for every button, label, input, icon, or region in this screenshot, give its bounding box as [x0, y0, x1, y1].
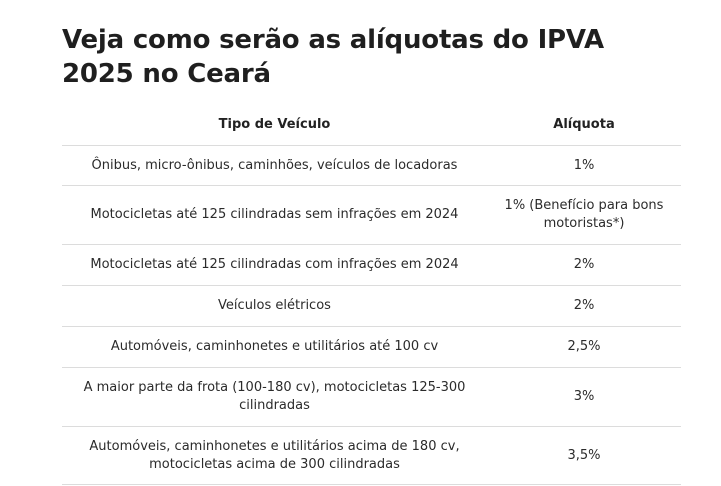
rate-cell: 3%: [487, 367, 681, 427]
vehicle-type-cell: Automóveis, caminhonetes e utilitários a…: [62, 426, 487, 485]
column-header-rate: Alíquota: [487, 103, 681, 146]
table-row: Ônibus, micro-ônibus, caminhões, veículo…: [62, 145, 681, 186]
table-row: Veículos elétricos 2%: [62, 285, 681, 327]
table-row: A maior parte da frota (100-180 cv), mot…: [62, 367, 681, 427]
vehicle-type-cell: Automóveis, caminhonetes e utilitários a…: [62, 326, 487, 368]
table-row: Motocicletas até 125 cilindradas com inf…: [62, 244, 681, 286]
vehicle-type-cell: Motocicletas até 125 cilindradas com inf…: [62, 244, 487, 286]
rate-cell: 1%: [487, 145, 681, 186]
rate-cell: 2%: [487, 285, 681, 327]
table-row: Automóveis, caminhonetes e utilitários a…: [62, 426, 681, 485]
article-title: Veja como serão as alíquotas do IPVA 202…: [62, 25, 604, 89]
rate-cell: 1% (Benefício para bons motoristas*): [487, 185, 681, 245]
vehicle-type-cell: Motocicletas até 125 cilindradas sem inf…: [62, 185, 487, 245]
column-header-vehicle-type: Tipo de Veículo: [62, 103, 487, 146]
article: Veja como serão as alíquotas do IPVA 202…: [62, 0, 681, 485]
vehicle-type-cell: A maior parte da frota (100-180 cv), mot…: [62, 367, 487, 427]
rate-cell: 2,5%: [487, 326, 681, 368]
table-row: Motocicletas até 125 cilindradas sem inf…: [62, 185, 681, 245]
vehicle-type-cell: Veículos elétricos: [62, 285, 487, 327]
rate-cell: 3,5%: [487, 426, 681, 485]
vehicle-type-cell: Ônibus, micro-ônibus, caminhões, veículo…: [62, 145, 487, 186]
table-row: Automóveis, caminhonetes e utilitários a…: [62, 326, 681, 368]
table-header-row: Tipo de Veículo Alíquota: [62, 103, 681, 146]
ipva-rates-table: Tipo de Veículo Alíquota Ônibus, micro-ô…: [62, 103, 681, 485]
rate-cell: 2%: [487, 244, 681, 286]
